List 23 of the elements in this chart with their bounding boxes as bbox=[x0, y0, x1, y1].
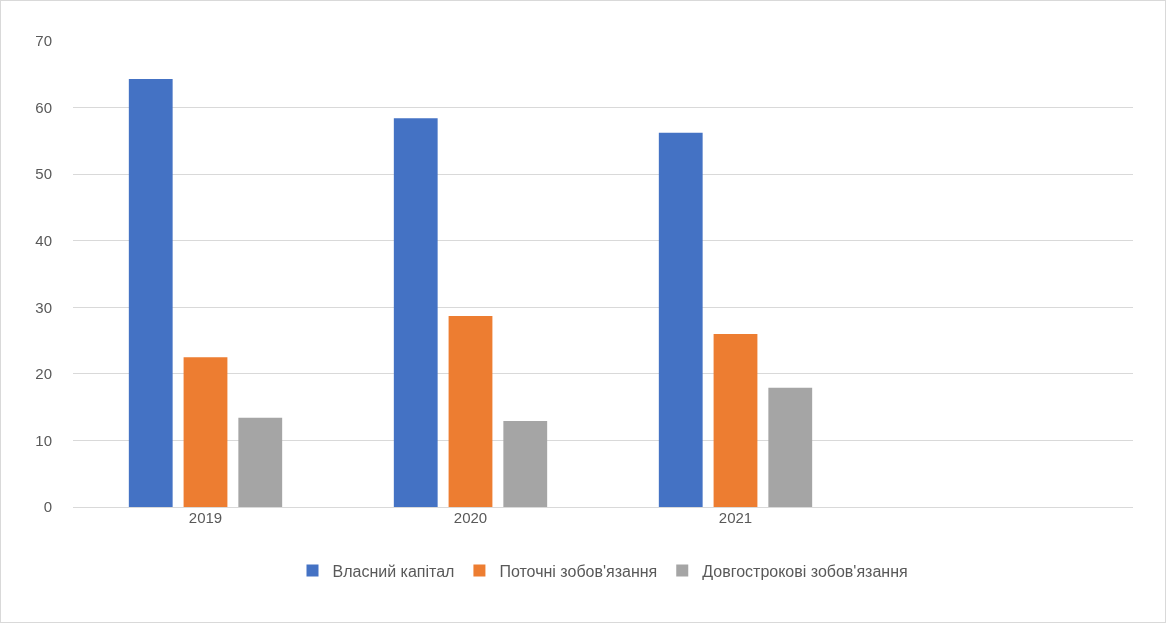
y-tick-label: 50 bbox=[35, 165, 52, 183]
bar bbox=[713, 333, 758, 507]
bar bbox=[238, 417, 283, 507]
bar bbox=[183, 357, 228, 507]
x-tick-label: 2019 bbox=[188, 509, 223, 526]
bar bbox=[393, 118, 438, 507]
legend-label: Власний капітал bbox=[332, 562, 455, 580]
x-tick-label: 2021 bbox=[718, 509, 753, 526]
y-tick-label: 30 bbox=[35, 298, 52, 316]
y-tick-label: 10 bbox=[35, 431, 52, 449]
y-tick-label: 40 bbox=[35, 231, 52, 249]
legend-label: Поточні зобов'язання bbox=[499, 562, 658, 580]
bar bbox=[448, 315, 493, 507]
y-tick-label: 20 bbox=[35, 365, 52, 383]
bar bbox=[503, 421, 548, 507]
bar bbox=[658, 132, 703, 507]
y-tick-label: 0 bbox=[43, 498, 52, 516]
y-tick-label: 70 bbox=[35, 32, 52, 50]
bar bbox=[128, 78, 173, 507]
x-tick-label: 2020 bbox=[453, 509, 488, 526]
bar bbox=[768, 387, 813, 507]
legend-label: Довгострокові зобов'язання bbox=[702, 562, 908, 580]
y-tick-label: 60 bbox=[35, 98, 52, 116]
